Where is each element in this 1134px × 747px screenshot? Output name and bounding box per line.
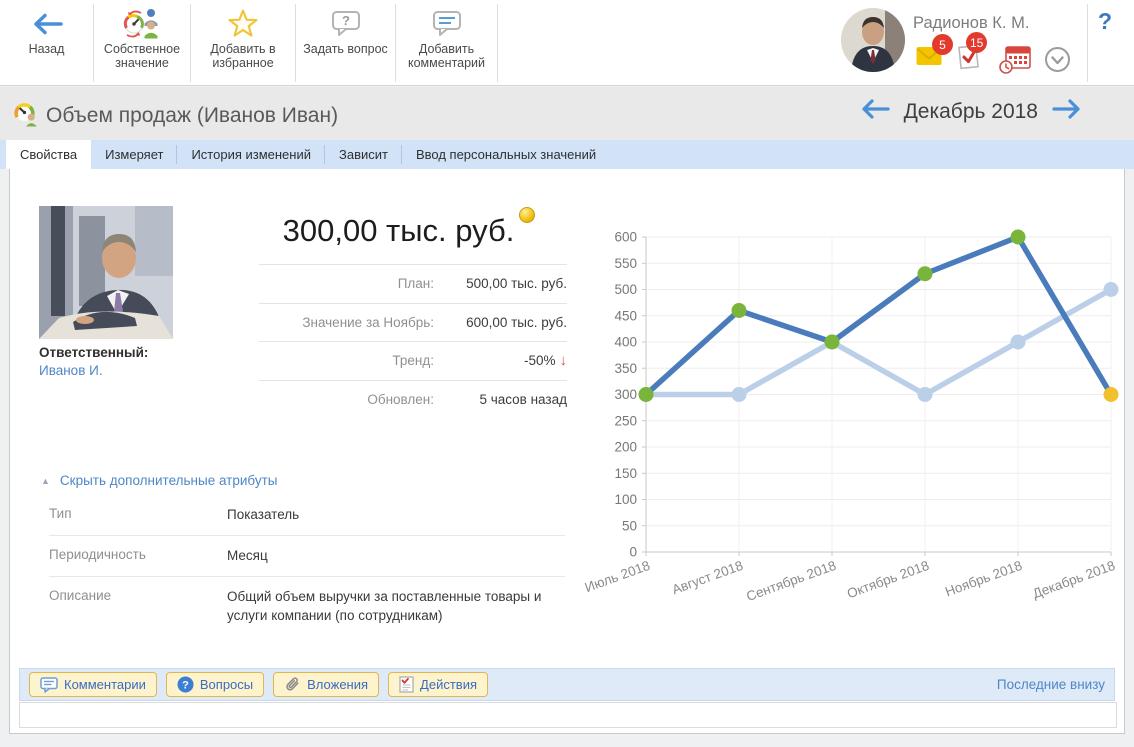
prev-period-arrow-icon[interactable] [860, 98, 890, 125]
toolbar-divider [295, 4, 296, 82]
current-value: 300,00 тыс. руб. [259, 207, 559, 249]
svg-text:?: ? [342, 13, 350, 28]
ask-question-button[interactable]: ? Задать вопрос [296, 0, 395, 86]
tab-depends[interactable]: Зависит [325, 140, 402, 169]
attachment-paperclip-icon [286, 677, 299, 691]
user-name[interactable]: Радионов К. М. [913, 14, 1030, 32]
attr-row-description: Описание Общий объем выручки за поставле… [49, 587, 542, 623]
svg-text:250: 250 [614, 413, 637, 428]
user-avatar[interactable] [841, 8, 905, 72]
svg-text:Июль 2018: Июль 2018 [583, 558, 652, 595]
period-label: Декабрь 2018 [903, 99, 1038, 123]
footer-empty-row [19, 702, 1117, 728]
footer-toolbar: Комментарии ? Вопросы Вложения Действия … [19, 668, 1115, 701]
svg-text:Ноябрь 2018: Ноябрь 2018 [943, 558, 1024, 600]
svg-text:300: 300 [614, 387, 637, 402]
own-value-button[interactable]: Собственное значение [94, 0, 190, 86]
back-arrow-icon [30, 8, 64, 40]
tab-properties[interactable]: Свойства [6, 140, 92, 169]
comments-icon [40, 676, 58, 693]
attr-row-type: Тип Показатель [49, 495, 565, 536]
svg-text:?: ? [182, 680, 189, 692]
calendar-clock-icon[interactable] [998, 44, 1032, 79]
help-icon[interactable]: ? [1098, 8, 1113, 34]
svg-text:150: 150 [614, 466, 637, 481]
svg-text:Август 2018: Август 2018 [670, 558, 745, 598]
collapse-triangle-icon: ▲ [41, 475, 50, 486]
period-navigation: Декабрь 2018 [860, 98, 1082, 125]
responsible-label: Ответственный: [39, 345, 149, 360]
sales-chart: 0 50 100 150 200 250 300 350 400 450 500 550 600 Июль… [561, 222, 1121, 642]
trend-down-arrow-icon: ↓ [559, 352, 568, 370]
stat-row-trend: Тренд: -50% ↓ [259, 341, 567, 380]
page-title: Объем продаж (Иванов Иван) [46, 104, 339, 127]
svg-text:200: 200 [614, 440, 637, 455]
attributes-table: Тип Показатель Периодичность Месяц Описа… [49, 495, 565, 636]
svg-text:400: 400 [614, 335, 637, 350]
toolbar-divider [395, 4, 396, 82]
responsible-name-link[interactable]: Иванов И. [39, 363, 103, 378]
hide-attributes-link[interactable]: ▲ Скрыть дополнительные атрибуты [41, 473, 278, 488]
question-bubble-icon: ? [330, 8, 362, 40]
toolbar-divider [1087, 4, 1088, 82]
header-band: Объем продаж (Иванов Иван) Декабрь 2018 [0, 87, 1134, 140]
svg-text:Октябрь 2018: Октябрь 2018 [845, 558, 931, 602]
back-label: Назад [28, 42, 65, 56]
attr-row-periodicity: Периодичность Месяц [49, 536, 565, 577]
questions-icon: ? [177, 676, 194, 693]
chevron-down-icon[interactable] [1044, 46, 1071, 78]
tasks-badge: 15 [966, 32, 988, 53]
svg-text:600: 600 [614, 230, 637, 245]
stat-row-updated: Обновлен: 5 часов назад [259, 379, 567, 419]
comments-button[interactable]: Комментарии [29, 672, 157, 697]
svg-text:50: 50 [622, 518, 637, 533]
mail-badge: 5 [932, 34, 953, 55]
ask-question-label: Задать вопрос [303, 42, 388, 56]
indicator-gauge-icon [12, 100, 39, 132]
responsible-photo [39, 206, 173, 339]
stat-row-prev-value: Значение за Ноябрь: 600,00 тыс. руб. [259, 302, 567, 342]
toolbar-divider [190, 4, 191, 82]
actions-button[interactable]: Действия [388, 672, 489, 697]
add-comment-button[interactable]: Добавить комментарий [396, 0, 497, 86]
actions-icon [399, 676, 414, 693]
top-toolbar: Назад Собственное значение Добавит [0, 0, 1134, 86]
tab-measures[interactable]: Измеряет [91, 140, 178, 169]
svg-text:100: 100 [614, 492, 637, 507]
comment-bubble-icon [431, 8, 463, 40]
svg-text:450: 450 [614, 308, 637, 323]
status-ball-icon [519, 207, 536, 223]
svg-text:Декабрь 2018: Декабрь 2018 [1031, 558, 1117, 602]
stats-table: План: 500,00 тыс. руб. Значение за Ноябр… [259, 264, 567, 418]
content-panel: Ответственный: Иванов И. 300,00 тыс. руб… [9, 169, 1125, 734]
back-button[interactable]: Назад [0, 0, 93, 86]
tab-change-history[interactable]: История изменений [177, 140, 325, 169]
next-period-arrow-icon[interactable] [1052, 98, 1082, 125]
svg-text:500: 500 [614, 282, 637, 297]
svg-text:Сентябрь 2018: Сентябрь 2018 [744, 558, 838, 604]
add-favorite-label: Добавить в избранное [210, 42, 276, 71]
add-comment-label: Добавить комментарий [407, 42, 486, 71]
last-below-link[interactable]: Последние внизу [996, 677, 1105, 692]
tab-strip: Свойства Измеряет История изменений Зави… [0, 140, 1134, 169]
svg-text:550: 550 [614, 256, 637, 271]
own-value-label: Собственное значение [103, 42, 181, 71]
svg-text:350: 350 [614, 361, 637, 376]
add-favorite-button[interactable]: Добавить в избранное [191, 0, 295, 86]
stat-row-plan: План: 500,00 тыс. руб. [259, 264, 567, 303]
toolbar-divider [93, 4, 94, 82]
questions-button[interactable]: ? Вопросы [165, 672, 265, 697]
attachments-button[interactable]: Вложения [273, 672, 380, 697]
svg-text:0: 0 [629, 545, 637, 560]
toolbar-divider [497, 4, 498, 82]
own-value-icon [123, 8, 161, 40]
tab-personal-values[interactable]: Ввод персональных значений [415, 147, 597, 162]
star-icon [227, 8, 259, 40]
